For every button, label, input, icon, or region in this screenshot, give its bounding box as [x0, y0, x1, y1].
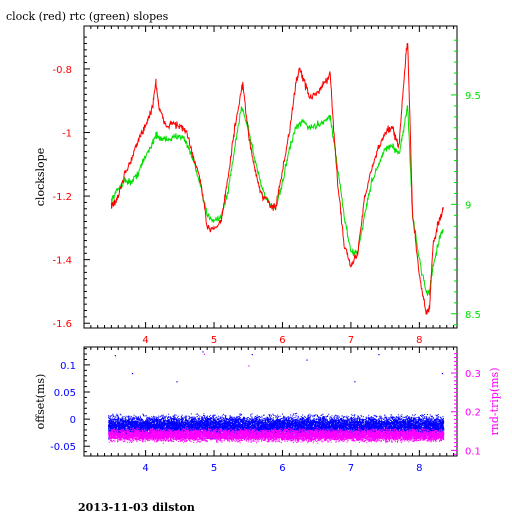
bottom-panel: 4 5 6 7 8 0.1 0.05 0 -0.05 0.3 0.2 0.1 offset(ms) r…: [34, 346, 501, 474]
bottom-y-tick-label: 0: [70, 415, 76, 426]
offset-outlier-point: [131, 373, 134, 375]
offset-points: [108, 351, 445, 441]
top-y-tick-label: -1.6: [52, 319, 72, 330]
top-ticks: [84, 26, 457, 328]
top-panel: 4 5 6 7 8 -0.8 -1 -1.2 -1.4 -1.6 9.5 9 8.5 clockslop…: [34, 25, 481, 346]
top-y-tick-label: -0.8: [52, 65, 72, 76]
bottom-y2-tick-label: 0.1: [465, 446, 481, 457]
offset-outlier-point: [176, 381, 178, 383]
offset-outlier-point: [378, 354, 380, 356]
bottom-y-tick-label: 0.1: [60, 361, 76, 372]
bottom-x-tick-label: 5: [211, 463, 217, 474]
top-y2-tick-label: 9: [465, 200, 471, 211]
rnd-trip-outlier-point: [203, 353, 205, 355]
offset-outlier-point: [441, 373, 444, 375]
top-x-tick-label: 5: [211, 335, 217, 346]
bottom-x-tick-label: 8: [416, 463, 422, 474]
bottom-x-tick-label: 7: [348, 463, 354, 474]
bottom-plot-frame: [83, 346, 458, 457]
top-plot-frame: [83, 25, 458, 329]
rnd-trip-outlier-point: [248, 365, 250, 367]
bottom-x-tick-label: 4: [142, 463, 148, 474]
top-x-tick-label: 6: [279, 335, 285, 346]
bottom-y-tick-label: -0.05: [50, 442, 76, 453]
top-x-tick-label: 4: [142, 335, 148, 346]
top-x-tick-label: 7: [348, 335, 354, 346]
rnd-trip-points: [108, 353, 445, 444]
top-y2-tick-label: 9.5: [465, 91, 481, 102]
bottom-ticks: [84, 347, 457, 456]
top-x-tick-label: 8: [416, 335, 422, 346]
top-y-axis-label: clockslope: [34, 148, 47, 206]
offset-outlier-point: [306, 359, 308, 361]
offset-outlier-point: [251, 354, 253, 356]
chart-title: clock (red) rtc (green) slopes: [6, 10, 169, 23]
footer-caption: 2013-11-03 dilston: [78, 501, 195, 512]
clock-slope-line: [110, 43, 444, 315]
rtc-slope-line: [110, 105, 444, 296]
top-y-tick-label: -1.2: [52, 192, 72, 203]
top-y-tick-label: -1: [62, 128, 72, 139]
bottom-x-tick-label: 6: [279, 463, 285, 474]
offset-outlier-point: [202, 351, 204, 353]
bottom-y2-axis-label: rnd-trip(ms): [488, 368, 501, 436]
rnd-trip-dense-cloud: [108, 427, 445, 444]
bottom-y2-tick-label: 0.2: [465, 408, 481, 419]
top-series: [110, 43, 444, 315]
offset-outlier-point: [354, 381, 356, 383]
bottom-series: [108, 351, 445, 444]
offset-outlier-point: [114, 355, 116, 357]
top-y2-tick-label: 8.5: [465, 310, 481, 321]
top-y-tick-label: -1.4: [52, 256, 72, 267]
bottom-y-tick-label: 0.05: [54, 388, 76, 399]
top-tick-labels: 4 5 6 7 8 -0.8 -1 -1.2 -1.4 -1.6 9.5 9 8.5: [52, 65, 480, 346]
bottom-y-axis-label: offset(ms): [34, 374, 47, 430]
bottom-tick-labels: 4 5 6 7 8 0.1 0.05 0 -0.05 0.3 0.2 0.1: [50, 361, 481, 474]
bottom-y2-tick-label: 0.3: [465, 369, 481, 380]
